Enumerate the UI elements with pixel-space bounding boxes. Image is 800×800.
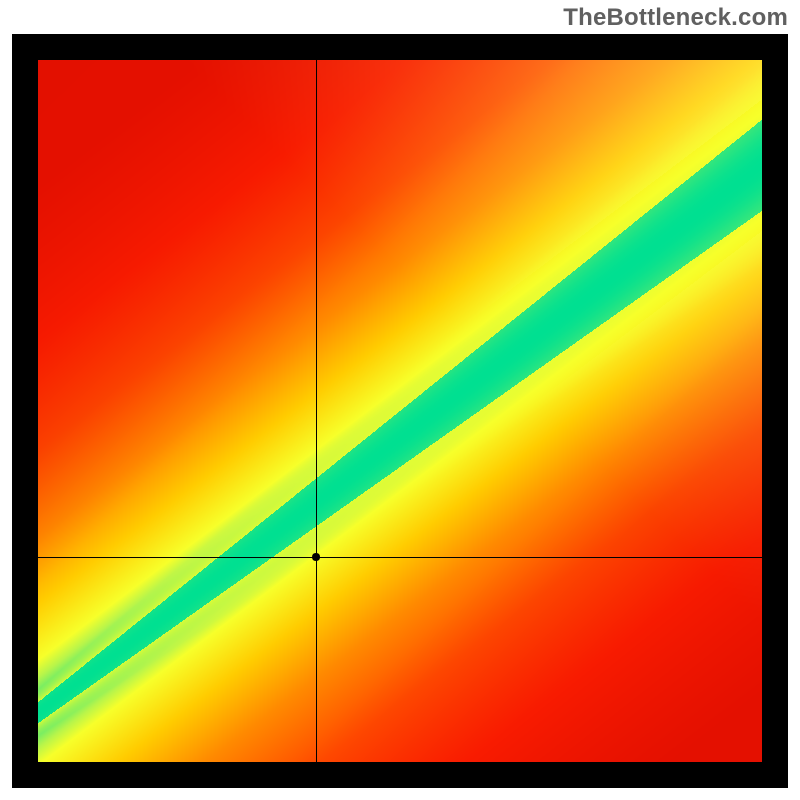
heatmap-canvas: [12, 34, 788, 788]
bottleneck-heatmap: [12, 34, 788, 788]
watermark-text: TheBottleneck.com: [563, 4, 788, 32]
page-root: TheBottleneck.com: [0, 0, 800, 800]
